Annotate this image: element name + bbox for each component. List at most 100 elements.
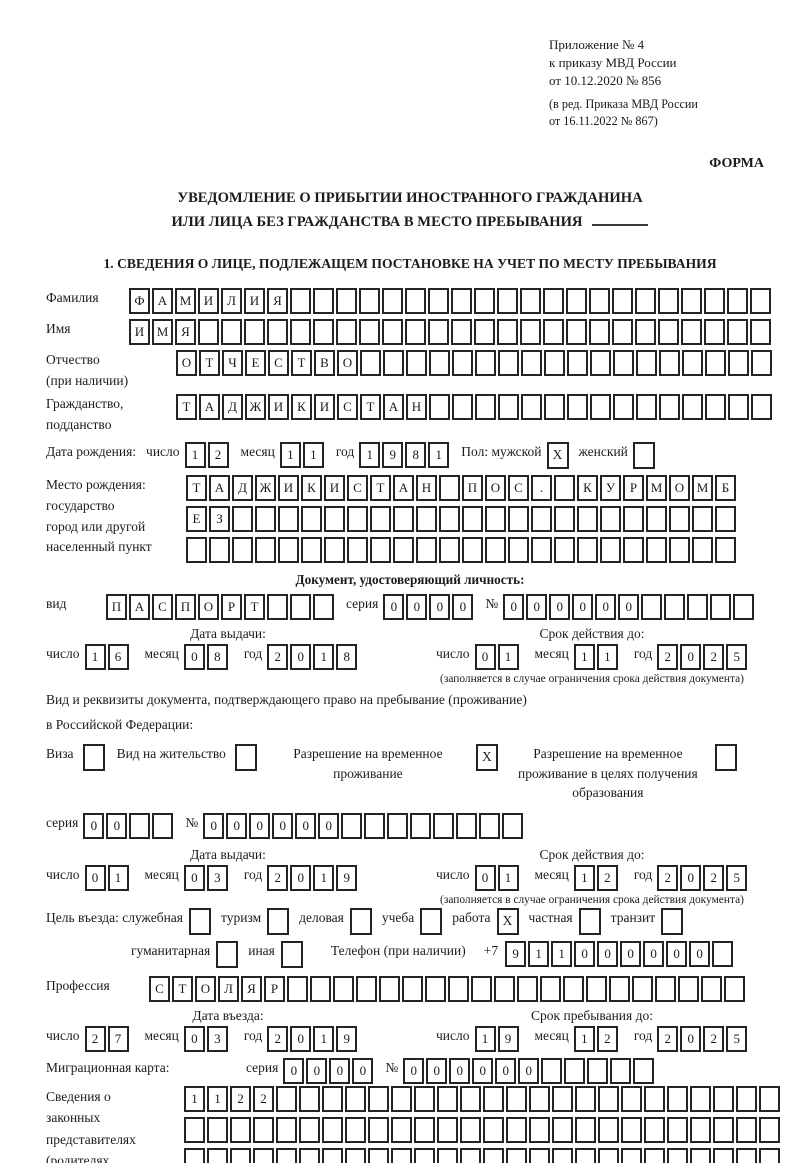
- char-box[interactable]: [669, 505, 690, 532]
- char-box[interactable]: А: [383, 393, 404, 420]
- char-box[interactable]: [276, 1147, 297, 1163]
- char-box[interactable]: М: [152, 319, 173, 345]
- sex-male-checkbox[interactable]: X: [546, 441, 569, 469]
- char-box[interactable]: [701, 975, 722, 1002]
- char-box[interactable]: [474, 288, 495, 314]
- char-box[interactable]: [590, 393, 611, 420]
- char-box[interactable]: 1: [596, 643, 618, 670]
- char-box[interactable]: [460, 1147, 481, 1163]
- char-box[interactable]: 1: [279, 441, 301, 468]
- char-box[interactable]: [667, 1085, 688, 1112]
- char-box[interactable]: [508, 505, 529, 532]
- char-box[interactable]: [598, 1116, 619, 1143]
- char-box[interactable]: У: [600, 474, 621, 501]
- char-box[interactable]: 1: [184, 1085, 205, 1112]
- char-box[interactable]: .: [531, 474, 552, 501]
- char-box[interactable]: 0: [106, 812, 128, 839]
- char-box[interactable]: [566, 319, 587, 345]
- char-box[interactable]: Д: [222, 393, 243, 420]
- char-box[interactable]: [322, 1116, 343, 1143]
- char-box[interactable]: [322, 1147, 343, 1163]
- char-box[interactable]: [575, 1116, 596, 1143]
- char-box[interactable]: Л: [218, 975, 239, 1002]
- char-box[interactable]: [658, 319, 679, 345]
- char-box[interactable]: [690, 1085, 711, 1112]
- char-box[interactable]: О: [485, 474, 506, 501]
- char-box[interactable]: [633, 1057, 655, 1084]
- char-box[interactable]: А: [199, 393, 220, 420]
- char-box[interactable]: [552, 1147, 573, 1163]
- char-box[interactable]: [451, 319, 472, 345]
- char-box[interactable]: 0: [680, 643, 702, 670]
- char-box[interactable]: [621, 1085, 642, 1112]
- char-box[interactable]: [552, 1085, 573, 1112]
- char-box[interactable]: [452, 350, 473, 376]
- char-box[interactable]: [379, 975, 400, 1002]
- char-box[interactable]: 0: [290, 864, 312, 891]
- char-box[interactable]: [567, 393, 588, 420]
- char-box[interactable]: [356, 975, 377, 1002]
- char-box[interactable]: Т: [291, 350, 312, 376]
- purpose-sluzhebnaya-checkbox[interactable]: [189, 907, 211, 935]
- char-box[interactable]: [152, 812, 174, 839]
- char-box[interactable]: [658, 288, 679, 314]
- char-box[interactable]: [405, 319, 426, 345]
- char-box[interactable]: [635, 319, 656, 345]
- char-box[interactable]: 2: [657, 643, 679, 670]
- char-box[interactable]: [540, 975, 561, 1002]
- char-box[interactable]: [428, 288, 449, 314]
- char-box[interactable]: С: [152, 593, 173, 620]
- char-box[interactable]: В: [314, 350, 335, 376]
- char-box[interactable]: [433, 812, 455, 839]
- char-box[interactable]: [428, 319, 449, 345]
- char-box[interactable]: О: [198, 593, 219, 620]
- char-box[interactable]: 0: [249, 812, 271, 839]
- char-box[interactable]: [429, 393, 450, 420]
- char-box[interactable]: 7: [107, 1025, 129, 1052]
- char-box[interactable]: [586, 975, 607, 1002]
- char-box[interactable]: А: [129, 593, 150, 620]
- char-box[interactable]: [313, 319, 334, 345]
- char-box[interactable]: [531, 505, 552, 532]
- char-box[interactable]: 8: [336, 643, 358, 670]
- char-box[interactable]: 0: [572, 593, 594, 620]
- char-box[interactable]: [682, 393, 703, 420]
- char-box[interactable]: [387, 812, 409, 839]
- char-box[interactable]: [359, 288, 380, 314]
- char-box[interactable]: 2: [596, 864, 618, 891]
- char-box[interactable]: [623, 536, 644, 563]
- char-box[interactable]: [659, 393, 680, 420]
- char-box[interactable]: [750, 288, 771, 314]
- char-box[interactable]: 5: [726, 643, 748, 670]
- char-box[interactable]: [759, 1147, 780, 1163]
- char-box[interactable]: Т: [360, 393, 381, 420]
- char-box[interactable]: 0: [449, 1057, 471, 1084]
- char-box[interactable]: [221, 319, 242, 345]
- char-box[interactable]: О: [195, 975, 216, 1002]
- char-box[interactable]: И: [244, 288, 265, 314]
- char-box[interactable]: Т: [244, 593, 265, 620]
- char-box[interactable]: И: [198, 288, 219, 314]
- char-box[interactable]: [475, 350, 496, 376]
- char-box[interactable]: [416, 536, 437, 563]
- char-box[interactable]: [360, 350, 381, 376]
- temp-residence-checkbox[interactable]: X: [475, 743, 498, 771]
- char-box[interactable]: [713, 1116, 734, 1143]
- char-box[interactable]: [587, 1057, 609, 1084]
- char-box[interactable]: 1: [359, 441, 381, 468]
- char-box[interactable]: [577, 536, 598, 563]
- char-box[interactable]: [736, 1085, 757, 1112]
- char-box[interactable]: 0: [383, 593, 405, 620]
- char-box[interactable]: [506, 1085, 527, 1112]
- char-box[interactable]: [529, 1085, 550, 1112]
- char-box[interactable]: 0: [597, 940, 619, 967]
- char-box[interactable]: [207, 1147, 228, 1163]
- char-box[interactable]: 0: [83, 812, 105, 839]
- char-box[interactable]: Т: [186, 474, 207, 501]
- char-box[interactable]: [391, 1147, 412, 1163]
- char-box[interactable]: [485, 536, 506, 563]
- char-box[interactable]: А: [393, 474, 414, 501]
- char-box[interactable]: [310, 975, 331, 1002]
- char-box[interactable]: О: [337, 350, 358, 376]
- char-box[interactable]: [276, 1085, 297, 1112]
